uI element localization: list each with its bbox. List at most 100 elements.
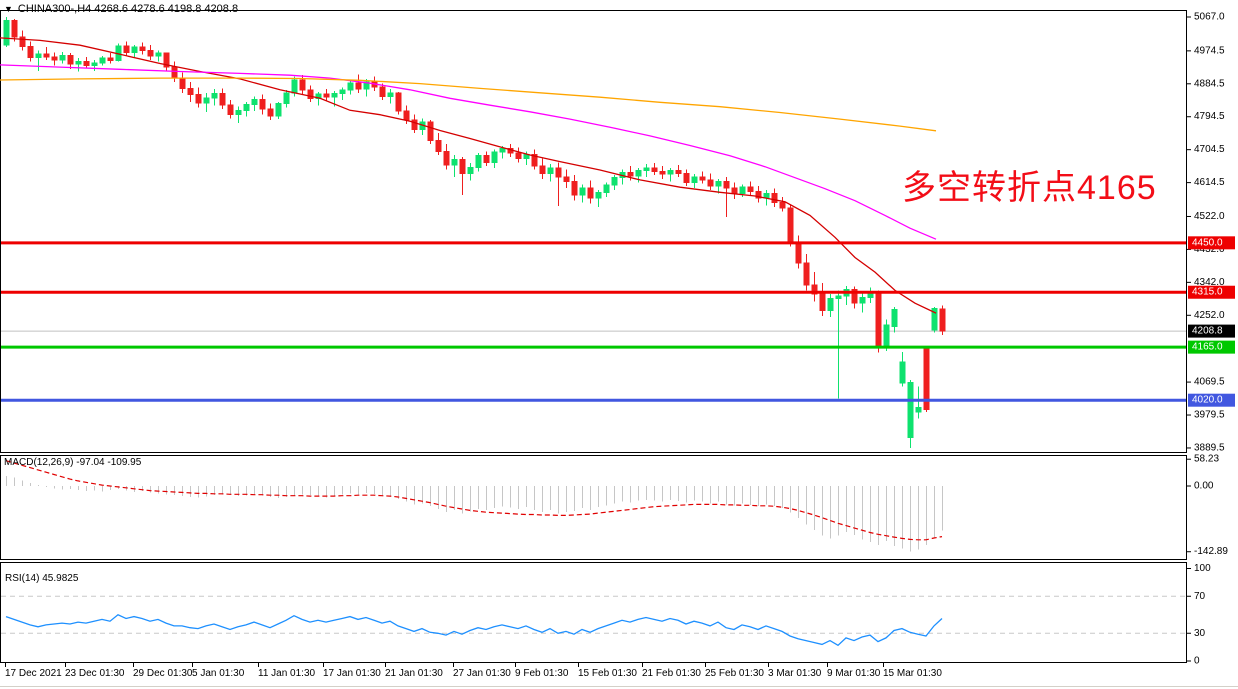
candle-body xyxy=(363,81,370,90)
chart-title: CHINA300-,H4 4268.6 4278.6 4198.8 4208.8 xyxy=(17,3,239,15)
candle-body xyxy=(475,155,482,168)
price-tick-label: 5067.0 xyxy=(1194,12,1225,23)
price-badge xyxy=(1188,340,1235,354)
time-axis[interactable]: 17 Dec 2021 23 Dec 01:30 29 Dec 01:30 5 Jan… xyxy=(5,663,942,679)
candle-body xyxy=(571,180,578,196)
macd-content: 58.23 0.00 -142.89 xyxy=(5,454,1228,557)
time-tick-label: 21 Feb 01:30 xyxy=(642,668,701,679)
candle-body xyxy=(611,177,618,186)
candle-body xyxy=(123,45,130,54)
candle-body xyxy=(811,284,818,295)
ma-slow-orange-line xyxy=(0,77,937,132)
candle-body xyxy=(819,293,826,312)
candle-body xyxy=(683,172,690,183)
main-chart-panel[interactable] xyxy=(0,10,1187,453)
candle-body xyxy=(75,60,82,65)
candle-body xyxy=(531,153,538,167)
candle-body xyxy=(51,56,58,61)
main-chart-content[interactable] xyxy=(0,17,1186,448)
candle-body xyxy=(147,50,154,57)
price-tick-label: 3889.5 xyxy=(1194,442,1225,453)
candle-body xyxy=(235,109,242,116)
price-tick-label: 4522.0 xyxy=(1194,211,1225,222)
candle-body xyxy=(779,202,786,209)
candle-body xyxy=(835,295,842,299)
candle-body xyxy=(483,155,490,163)
time-tick-label: 15 Mar 01:30 xyxy=(883,668,942,679)
candle-body xyxy=(59,54,66,61)
price-badge-label: 4208.8 xyxy=(1192,326,1223,337)
candle-body xyxy=(755,191,762,199)
time-tick-label: 11 Jan 01:30 xyxy=(258,668,316,679)
price-tick-label: 3979.5 xyxy=(1194,410,1225,421)
candle-body xyxy=(243,103,250,111)
chart-dropdown-arrow-icon[interactable]: ▼ xyxy=(4,3,13,14)
candle-body xyxy=(827,297,834,312)
candle-body xyxy=(539,165,546,174)
candle-body xyxy=(899,361,906,384)
macd-panel[interactable] xyxy=(0,455,1187,560)
candle-body xyxy=(803,262,810,286)
candle-body xyxy=(163,52,170,68)
time-tick-label: 17 Jan 01:30 xyxy=(323,668,381,679)
candle-body xyxy=(931,308,938,331)
candle-body xyxy=(635,169,642,177)
price-badge-label: 4315.0 xyxy=(1192,287,1223,298)
rsi-panel[interactable] xyxy=(0,562,1187,663)
candle-body xyxy=(251,98,258,105)
time-tick-label: 9 Mar 01:30 xyxy=(827,668,881,679)
price-tick-label: 4252.0 xyxy=(1194,310,1225,321)
candle-body xyxy=(659,170,666,175)
price-tick-label: 4884.5 xyxy=(1194,78,1225,89)
time-tick-label: 15 Feb 01:30 xyxy=(578,668,637,679)
candle-body xyxy=(579,187,586,196)
candle-body xyxy=(787,207,794,244)
candle-body xyxy=(723,180,730,189)
rsi-axis-label: 100 xyxy=(1194,563,1211,574)
candle-body xyxy=(731,187,738,194)
candle-body xyxy=(379,86,386,97)
candle-body xyxy=(675,169,682,174)
candle-body xyxy=(187,87,194,96)
candle-body xyxy=(907,382,914,439)
candle-body xyxy=(875,291,882,348)
price-tick-label: 4974.5 xyxy=(1194,45,1225,56)
candle-body xyxy=(67,54,74,65)
time-tick-label: 17 Dec 2021 xyxy=(5,668,62,679)
candle-body xyxy=(939,308,946,332)
rsi-content: 100 70 30 0 xyxy=(1,563,1211,667)
candle-body xyxy=(451,158,458,166)
candle-body xyxy=(891,308,898,327)
rsi-axis-label: 0 xyxy=(1194,656,1200,667)
candle-body xyxy=(915,407,922,413)
candle-body xyxy=(747,186,754,193)
candle-body xyxy=(27,46,34,59)
macd-axis-label: -142.89 xyxy=(1194,546,1228,557)
candles xyxy=(3,17,946,448)
price-tick-label: 4704.5 xyxy=(1194,144,1225,155)
candle-body xyxy=(347,82,354,91)
candle-body xyxy=(691,176,698,183)
candle-body xyxy=(339,89,346,94)
ma-mid-magenta-line xyxy=(0,64,937,240)
price-badge-label: 4165.0 xyxy=(1192,342,1223,353)
time-tick-label: 23 Dec 01:30 xyxy=(65,668,125,679)
candle-body xyxy=(859,297,866,304)
candle-body xyxy=(19,36,26,48)
candle-body xyxy=(155,52,162,57)
candle-body xyxy=(667,169,674,175)
macd-axis-label: 0.00 xyxy=(1194,481,1214,492)
candle-body xyxy=(883,324,890,348)
candle-body xyxy=(715,180,722,187)
ma-fast-red-line xyxy=(0,37,937,314)
candle-body xyxy=(171,66,178,79)
candle-body xyxy=(395,92,402,112)
candle-body xyxy=(851,289,858,304)
price-axis[interactable]: 5067.0 4974.5 4884.5 4794.5 4704.5 4614.5 4522… xyxy=(1187,12,1235,454)
price-badge xyxy=(1188,236,1235,250)
price-tick-label: 4432.0 xyxy=(1194,244,1225,255)
time-tick-label: 27 Jan 01:30 xyxy=(453,668,511,679)
candle-body xyxy=(267,108,274,117)
candle-body xyxy=(491,151,498,163)
